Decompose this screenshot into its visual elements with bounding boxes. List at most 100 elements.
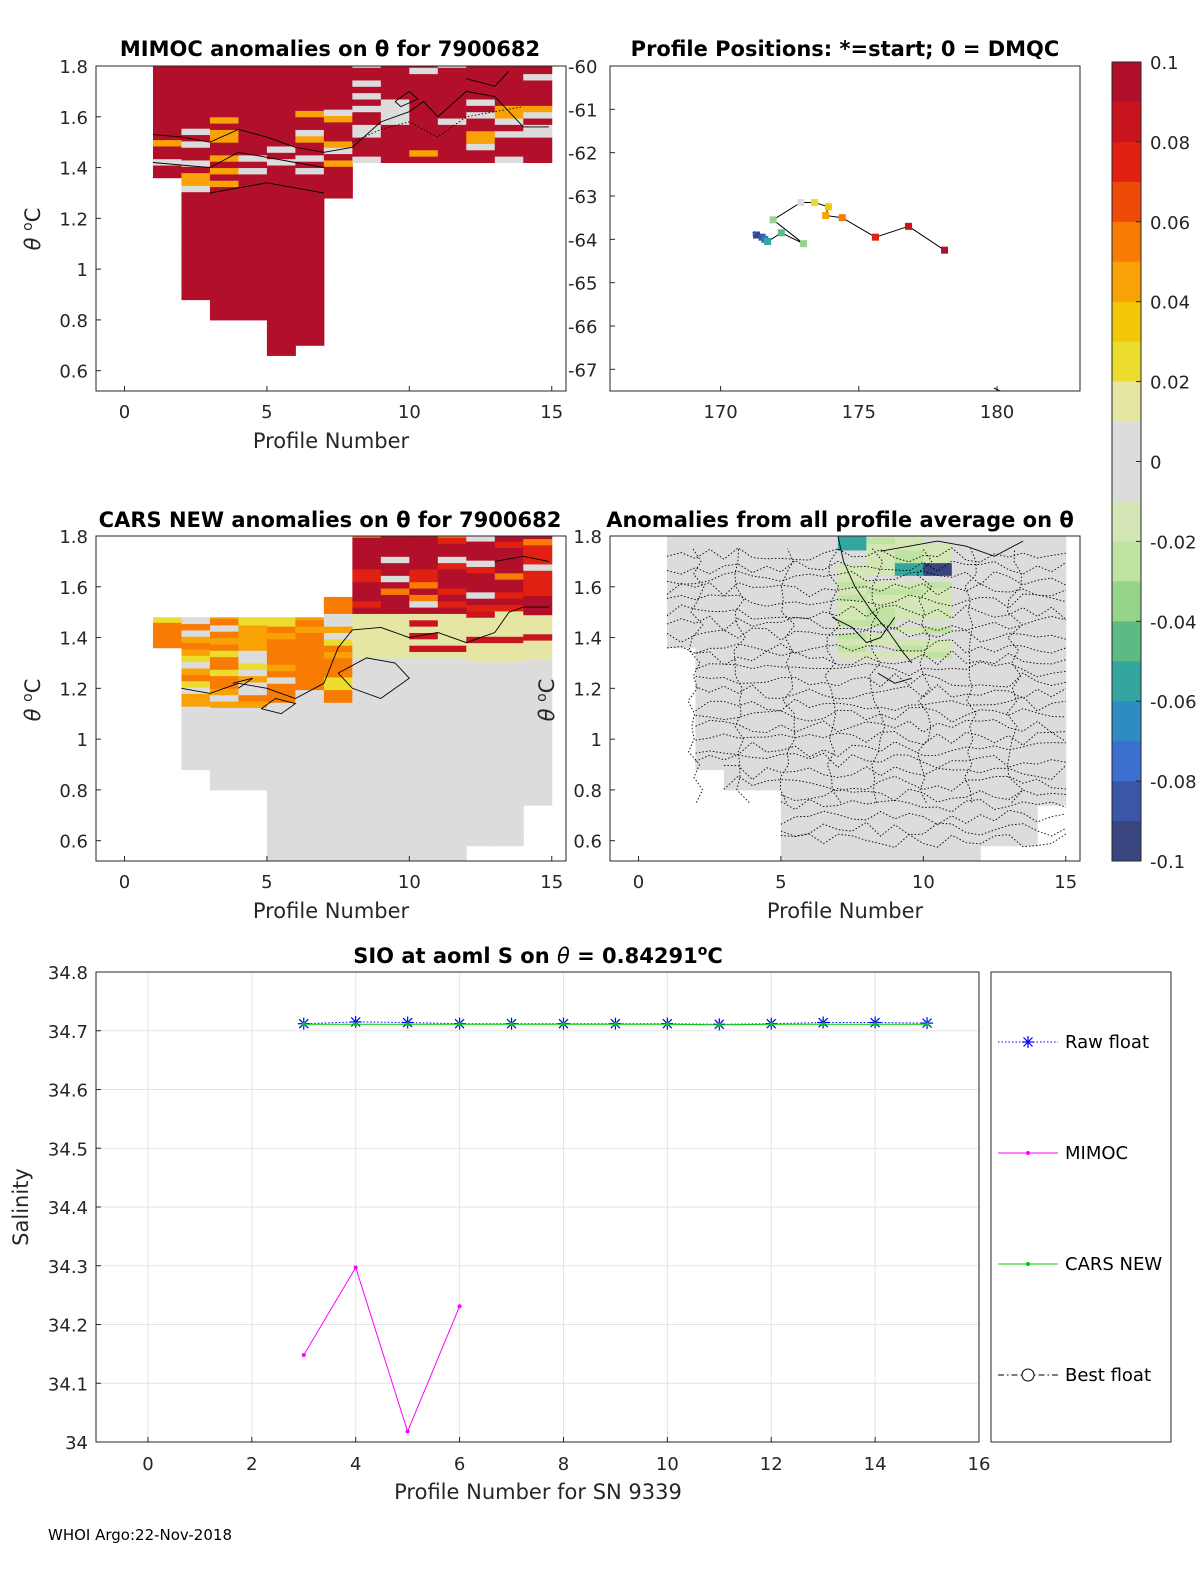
heatmap-cell <box>266 695 296 703</box>
heatmap-cell <box>980 807 1010 815</box>
heatmap-cell <box>923 835 953 843</box>
heatmap-cell <box>723 726 753 734</box>
heatmap-cell <box>266 253 296 261</box>
heatmap-cell <box>380 99 410 106</box>
heatmap-cell <box>951 816 981 824</box>
heatmap-cell <box>523 563 553 571</box>
heatmap-cell <box>780 594 810 602</box>
heatmap-cell <box>695 579 725 587</box>
heatmap-cell <box>266 670 296 678</box>
heatmap-cell <box>951 803 981 811</box>
heatmap-cell <box>980 744 1010 752</box>
heatmap-cell <box>1037 798 1067 806</box>
series-point <box>717 1022 722 1027</box>
heatmap-cell <box>323 185 353 193</box>
heatmap-cell <box>380 664 410 672</box>
heatmap-cell <box>323 854 353 862</box>
heatmap-cell <box>1037 570 1067 578</box>
allavg-title: Anomalies from all profile average on θ <box>606 508 1074 532</box>
heatmap-cell <box>181 71 211 78</box>
heatmap-cell <box>466 648 496 656</box>
heatmap-cell <box>295 848 325 856</box>
cars-title: CARS NEW anomalies on θ for 7900682 <box>99 508 562 532</box>
heatmap-cell <box>923 657 953 665</box>
heatmap-cell <box>666 558 696 566</box>
heatmap-cell <box>523 773 553 781</box>
heatmap-cell <box>837 651 867 659</box>
heatmap-cell <box>238 701 268 708</box>
heatmap-cell <box>380 835 410 843</box>
heatmap-cell <box>923 575 953 583</box>
heatmap-cell <box>866 746 896 754</box>
heatmap-cell <box>323 734 353 741</box>
heatmap-cell <box>523 665 553 673</box>
heatmap-cell <box>666 603 696 611</box>
heatmap-cell <box>980 725 1010 733</box>
heatmap-cell <box>494 680 524 688</box>
heatmap-cell <box>209 307 239 315</box>
heatmap-cell <box>323 791 353 799</box>
heatmap-cell <box>409 645 439 653</box>
heatmap-cell <box>295 154 325 162</box>
heatmap-cell <box>523 786 553 793</box>
heatmap-cell <box>437 772 467 779</box>
colorbar-tick-label: 0.1 <box>1150 53 1179 74</box>
y-tick-label: 0.6 <box>573 832 602 853</box>
heatmap-cell <box>352 848 382 856</box>
heatmap-cell <box>780 626 810 633</box>
colorbar-band <box>1112 181 1141 223</box>
heatmap-cell <box>266 638 296 646</box>
heatmap-cell <box>866 784 896 792</box>
heatmap-cell <box>866 588 896 595</box>
heatmap-cell <box>295 338 325 346</box>
heatmap-cell <box>352 816 382 824</box>
heatmap-cell <box>723 599 753 607</box>
heatmap-cell <box>780 727 810 735</box>
heatmap-cell <box>295 224 325 232</box>
heatmap-cell <box>466 820 496 828</box>
heatmap-cell <box>209 662 239 670</box>
heatmap-cell <box>181 248 211 256</box>
legend-marker <box>1026 1262 1030 1266</box>
heatmap-cell <box>523 684 553 692</box>
heatmap-cell <box>409 92 439 100</box>
heatmap-cell <box>1008 553 1038 561</box>
heatmap-cell <box>209 91 239 99</box>
heatmap-cell <box>866 778 896 786</box>
heatmap-cell <box>352 854 382 862</box>
heatmap-cell <box>494 541 524 548</box>
heatmap-cell <box>666 622 696 630</box>
heatmap-cell <box>409 715 439 722</box>
heatmap-cell <box>380 66 410 68</box>
heatmap-cell <box>951 702 981 710</box>
heatmap-cell <box>780 765 810 773</box>
heatmap-cell <box>266 76 296 84</box>
heatmap-cell <box>380 619 410 627</box>
heatmap-cell <box>295 702 325 710</box>
heatmap-cell <box>494 712 524 720</box>
heatmap-cell <box>209 637 239 645</box>
heatmap-cell <box>409 99 439 106</box>
heatmap-cell <box>866 594 896 602</box>
series-point <box>613 1022 618 1027</box>
heatmap-cell <box>238 218 268 226</box>
heatmap-cell <box>494 572 524 580</box>
heatmap-cell <box>980 756 1010 764</box>
heatmap-cell <box>295 142 325 150</box>
colorbar-band <box>1112 301 1141 343</box>
colorbar-tick-label: 0.02 <box>1150 373 1190 394</box>
heatmap-cell <box>295 619 325 627</box>
heatmap-cell <box>181 166 211 174</box>
colorbar-band <box>1112 781 1141 822</box>
heatmap-cell <box>837 702 867 710</box>
heatmap-cell <box>238 694 268 702</box>
heatmap-cell <box>437 86 467 94</box>
heatmap-cell <box>181 763 211 771</box>
heatmap-cell <box>323 632 353 640</box>
heatmap-cell <box>951 549 981 557</box>
heatmap-cell <box>866 600 896 608</box>
heatmap-cell <box>866 765 896 773</box>
heatmap-cell <box>295 765 325 773</box>
salinity-series <box>297 1015 934 1434</box>
heatmap-cell <box>323 172 353 180</box>
